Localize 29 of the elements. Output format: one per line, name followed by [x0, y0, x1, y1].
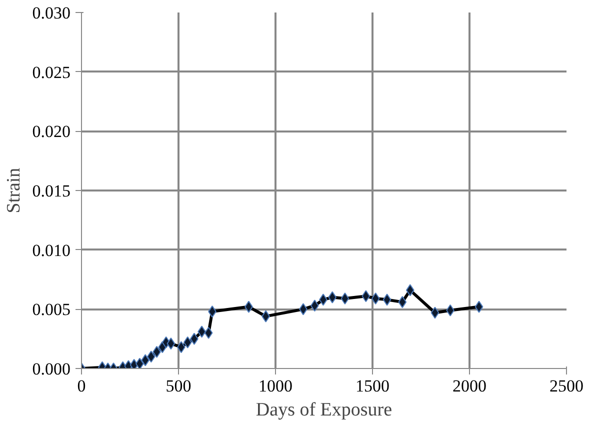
- x-tick-label: 2000: [452, 376, 486, 396]
- x-tick-label: 500: [166, 376, 192, 396]
- point: [204, 326, 213, 339]
- point: [382, 294, 392, 306]
- point: [328, 291, 337, 304]
- point: [340, 292, 350, 304]
- point: [136, 358, 144, 368]
- y-tick-label: 0.025: [32, 62, 70, 82]
- x-axis-title: Days of Exposure: [256, 400, 392, 420]
- y-tick-label: 0.015: [32, 182, 70, 200]
- y-tick-label: 0.020: [32, 122, 70, 142]
- y-tick-label: 0.000: [32, 360, 70, 378]
- point: [474, 300, 484, 313]
- point: [183, 336, 192, 348]
- x-tick-label: 1000: [258, 376, 292, 396]
- point: [398, 296, 407, 308]
- x-tick-label: 2500: [550, 376, 584, 396]
- y-tick-label: 0.030: [32, 4, 70, 22]
- point: [430, 306, 440, 319]
- x-tick-label: 1500: [356, 376, 390, 396]
- point: [362, 290, 370, 302]
- y-axis-title: Strain: [3, 167, 24, 214]
- point: [371, 292, 380, 304]
- y-tick-label: 0.010: [32, 240, 70, 260]
- x-tick-label: 0: [77, 376, 86, 396]
- point: [146, 350, 156, 363]
- point: [406, 284, 414, 296]
- point: [166, 338, 176, 350]
- y-tick-label: 0.005: [32, 300, 70, 320]
